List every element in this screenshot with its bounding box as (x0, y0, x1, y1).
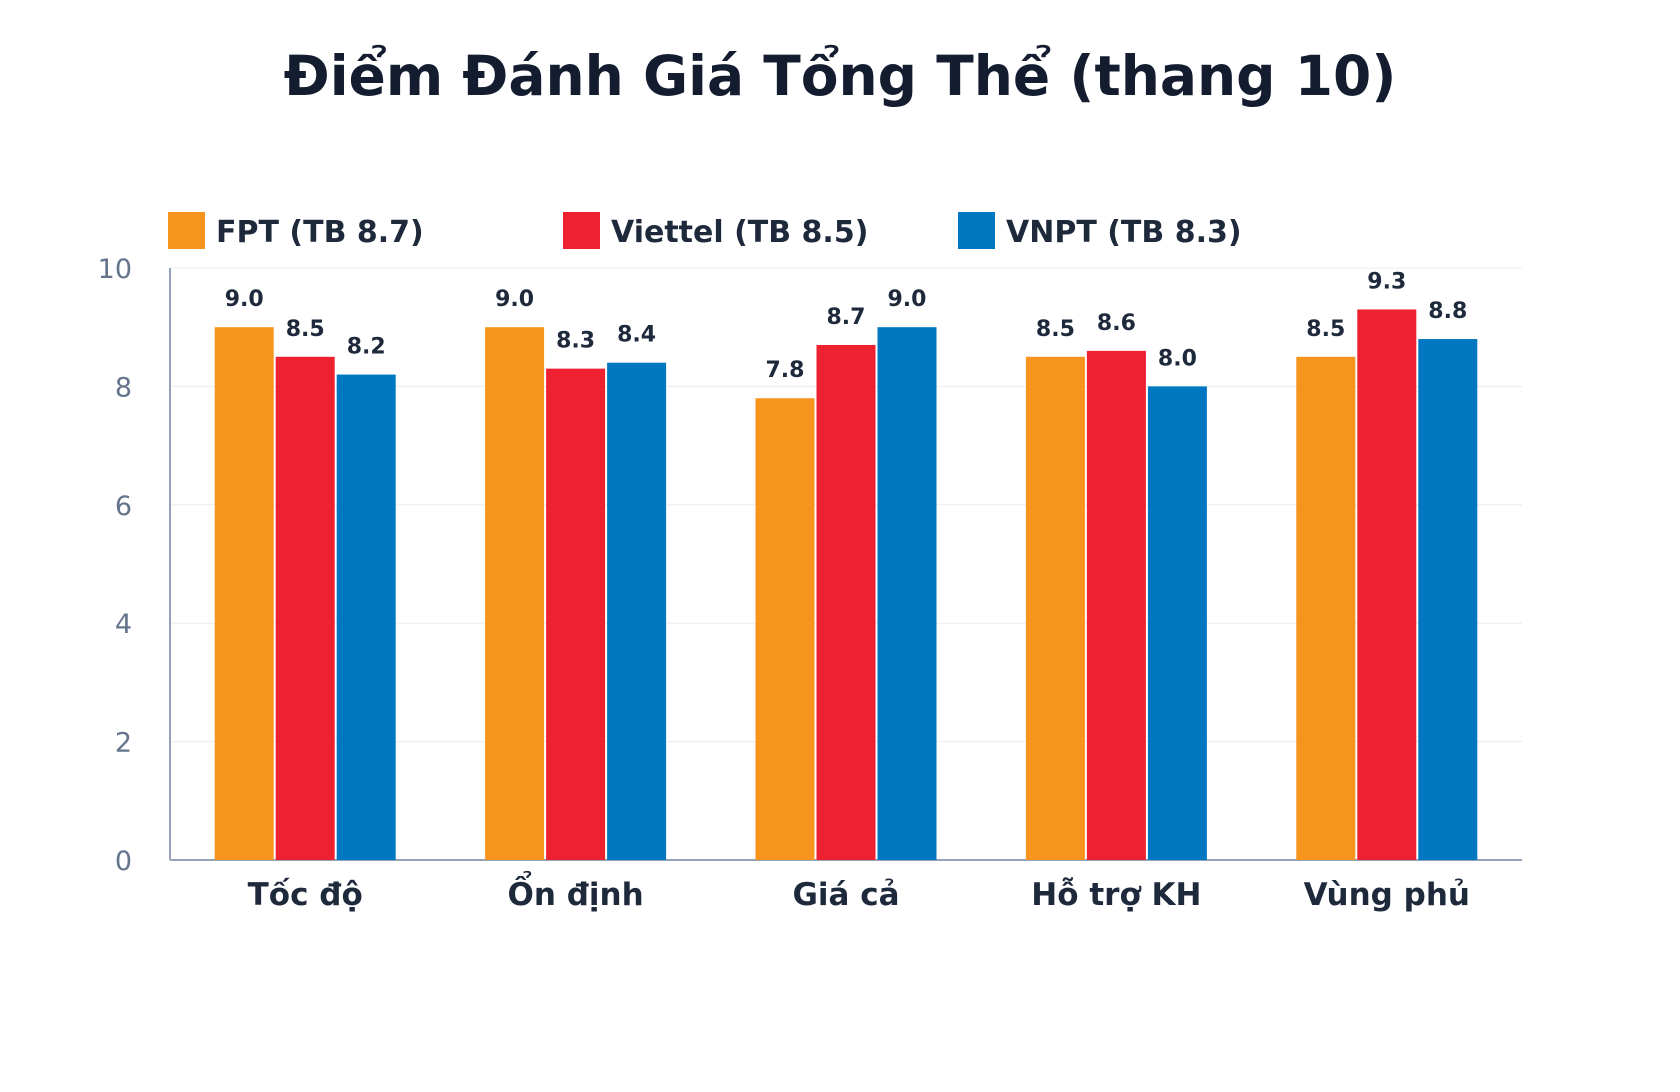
data-label: 8.0 (1158, 346, 1197, 371)
bar-2-1 (275, 356, 335, 860)
chart-title: Điểm Đánh Giá Tổng Thể (thang 10) (283, 44, 1397, 108)
legend-swatch (168, 212, 205, 249)
bar-3-5 (1418, 339, 1478, 860)
legend-item: VNPT (TB 8.3) (958, 212, 1242, 250)
bar-3-3 (877, 327, 937, 860)
legend: FPT (TB 8.7) Viettel (TB 8.5) VNPT (TB 8.3… (168, 212, 1242, 250)
data-label: 9.0 (225, 287, 264, 312)
data-label: 8.8 (1428, 299, 1467, 324)
data-label: 8.7 (827, 305, 866, 330)
y-tick-label: 2 (115, 728, 132, 759)
bar-3-4 (1147, 386, 1207, 860)
data-label: 8.4 (617, 323, 656, 348)
legend-swatch (563, 212, 600, 249)
data-label: 8.6 (1097, 311, 1136, 336)
bar-2-2 (546, 368, 606, 860)
legend-label: FPT (TB 8.7) (216, 215, 424, 250)
bar-2-3 (816, 344, 876, 861)
data-label: 9.0 (495, 287, 534, 312)
bar-1-5 (1296, 356, 1356, 860)
bar-1-3 (755, 398, 815, 860)
legend-item: FPT (TB 8.7) (168, 212, 424, 250)
x-tick-label: Giá cả (792, 877, 899, 913)
y-tick-label: 6 (115, 491, 132, 522)
y-tick-label: 4 (115, 609, 132, 640)
data-label: 8.3 (556, 329, 595, 354)
y-tick-label: 10 (98, 254, 132, 285)
x-tick-label: Hỗ trợ KH (1031, 877, 1201, 913)
data-label: 8.5 (1036, 317, 1075, 342)
data-label: 7.8 (766, 358, 805, 383)
tick-labels: 0 2 4 6 8 10 Tốc độ Ổn định Giá cả Hỗ trợ KH Vùng … (98, 254, 1470, 913)
data-label: 8.5 (1306, 317, 1345, 342)
bars (214, 309, 1478, 861)
bar-3-2 (607, 362, 667, 860)
legend-label: Viettel (TB 8.5) (611, 215, 868, 250)
legend-label: VNPT (TB 8.3) (1006, 215, 1242, 250)
bar-1-4 (1025, 356, 1085, 860)
x-tick-label: Tốc độ (248, 877, 363, 913)
data-label: 9.3 (1367, 269, 1406, 294)
legend-item: Viettel (TB 8.5) (563, 212, 868, 250)
bar-2-4 (1086, 350, 1146, 860)
bar-1-1 (214, 327, 274, 860)
bar-3-1 (336, 374, 396, 860)
y-tick-label: 8 (115, 372, 132, 403)
data-label: 9.0 (888, 287, 927, 312)
x-tick-label: Ổn định (508, 871, 644, 913)
data-labels: 9.0 8.5 8.2 9.0 8.3 8.4 7.8 8.7 9.0 8.5 8.6 8.0 8.5 9… (225, 269, 1468, 383)
legend-swatch (958, 212, 995, 249)
bar-2-5 (1357, 309, 1417, 860)
data-label: 8.5 (286, 317, 325, 342)
bar-1-2 (485, 327, 545, 860)
y-tick-label: 0 (115, 846, 132, 877)
data-label: 8.2 (347, 335, 386, 360)
x-tick-label: Vùng phủ (1304, 877, 1470, 913)
